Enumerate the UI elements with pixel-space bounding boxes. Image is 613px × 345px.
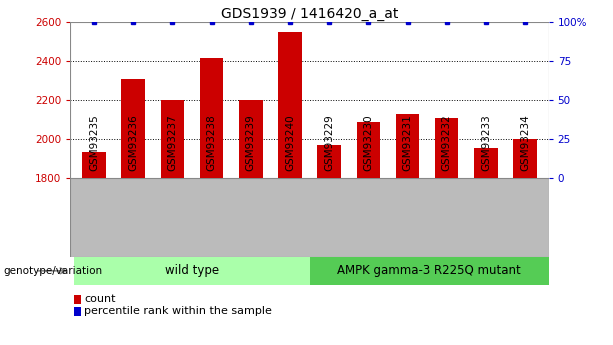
Text: count: count — [84, 294, 115, 304]
Bar — [200, 58, 223, 178]
Bar — [513, 139, 537, 178]
Bar — [396, 114, 419, 178]
Title: GDS1939 / 1416420_a_at: GDS1939 / 1416420_a_at — [221, 7, 398, 21]
Bar — [435, 118, 459, 178]
Bar — [82, 152, 106, 178]
Text: wild type: wild type — [165, 264, 219, 277]
Bar — [74, 257, 310, 285]
Bar — [121, 79, 145, 178]
Bar — [318, 145, 341, 178]
Bar — [357, 122, 380, 178]
Text: AMPK gamma-3 R225Q mutant: AMPK gamma-3 R225Q mutant — [337, 264, 521, 277]
Text: percentile rank within the sample: percentile rank within the sample — [84, 306, 272, 316]
Bar — [239, 100, 262, 178]
Bar — [278, 32, 302, 178]
Bar — [310, 257, 549, 285]
Bar — [161, 100, 184, 178]
Text: genotype/variation: genotype/variation — [3, 266, 102, 276]
Bar — [474, 148, 498, 178]
